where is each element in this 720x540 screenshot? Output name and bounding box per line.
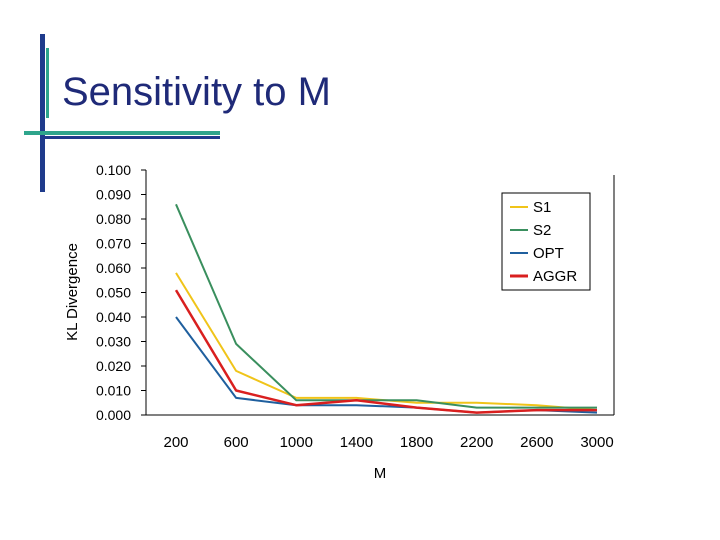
y-tick-label: 0.030 [96,334,131,350]
legend-label-aggr: AGGR [533,268,577,285]
legend-box [501,192,591,291]
x-tick-label: 1400 [340,434,373,451]
x-tick-label: 2200 [460,434,493,451]
legend: S1 S2 OPT AGGR [501,192,591,291]
accent-horizontal-bar-teal [24,131,220,135]
accent-vertical-bar-blue [40,34,45,192]
x-axis-title: M [374,465,387,482]
x-tick-label: 200 [163,434,188,451]
legend-label-s2: S2 [533,222,551,239]
x-tick-label: 1800 [400,434,433,451]
series-line-s2 [175,203,597,409]
y-tick-label: 0.080 [96,211,131,227]
y-tick-label: 0.020 [96,358,131,374]
x-tick-label: 600 [224,434,249,451]
y-tick-label: 0.060 [96,260,131,276]
x-tick-label: 3000 [580,434,613,451]
slide-title: Sensitivity to M [62,70,331,114]
accent-horizontal-bar-blue [44,136,220,139]
y-tick-label: 0.040 [96,309,131,325]
y-tick-label: 0.090 [96,187,131,203]
y-tick-label: 0.100 [96,162,131,178]
legend-label-s1: S1 [533,199,551,216]
series-line-s1 [175,272,598,412]
series-line-aggr [174,289,597,414]
accent-vertical-bar-teal [46,48,49,118]
y-tick-label: 0.050 [96,285,131,301]
y-axis-title: KL Divergence [64,243,81,341]
series-line-opt [175,316,598,414]
legend-label-opt: OPT [533,245,564,262]
y-tick-label: 0.010 [96,383,131,399]
y-tick-label: 0.000 [96,407,131,423]
y-tick-label: 0.070 [96,236,131,252]
x-tick-label: 2600 [520,434,553,451]
x-tick-label: 1000 [280,434,313,451]
